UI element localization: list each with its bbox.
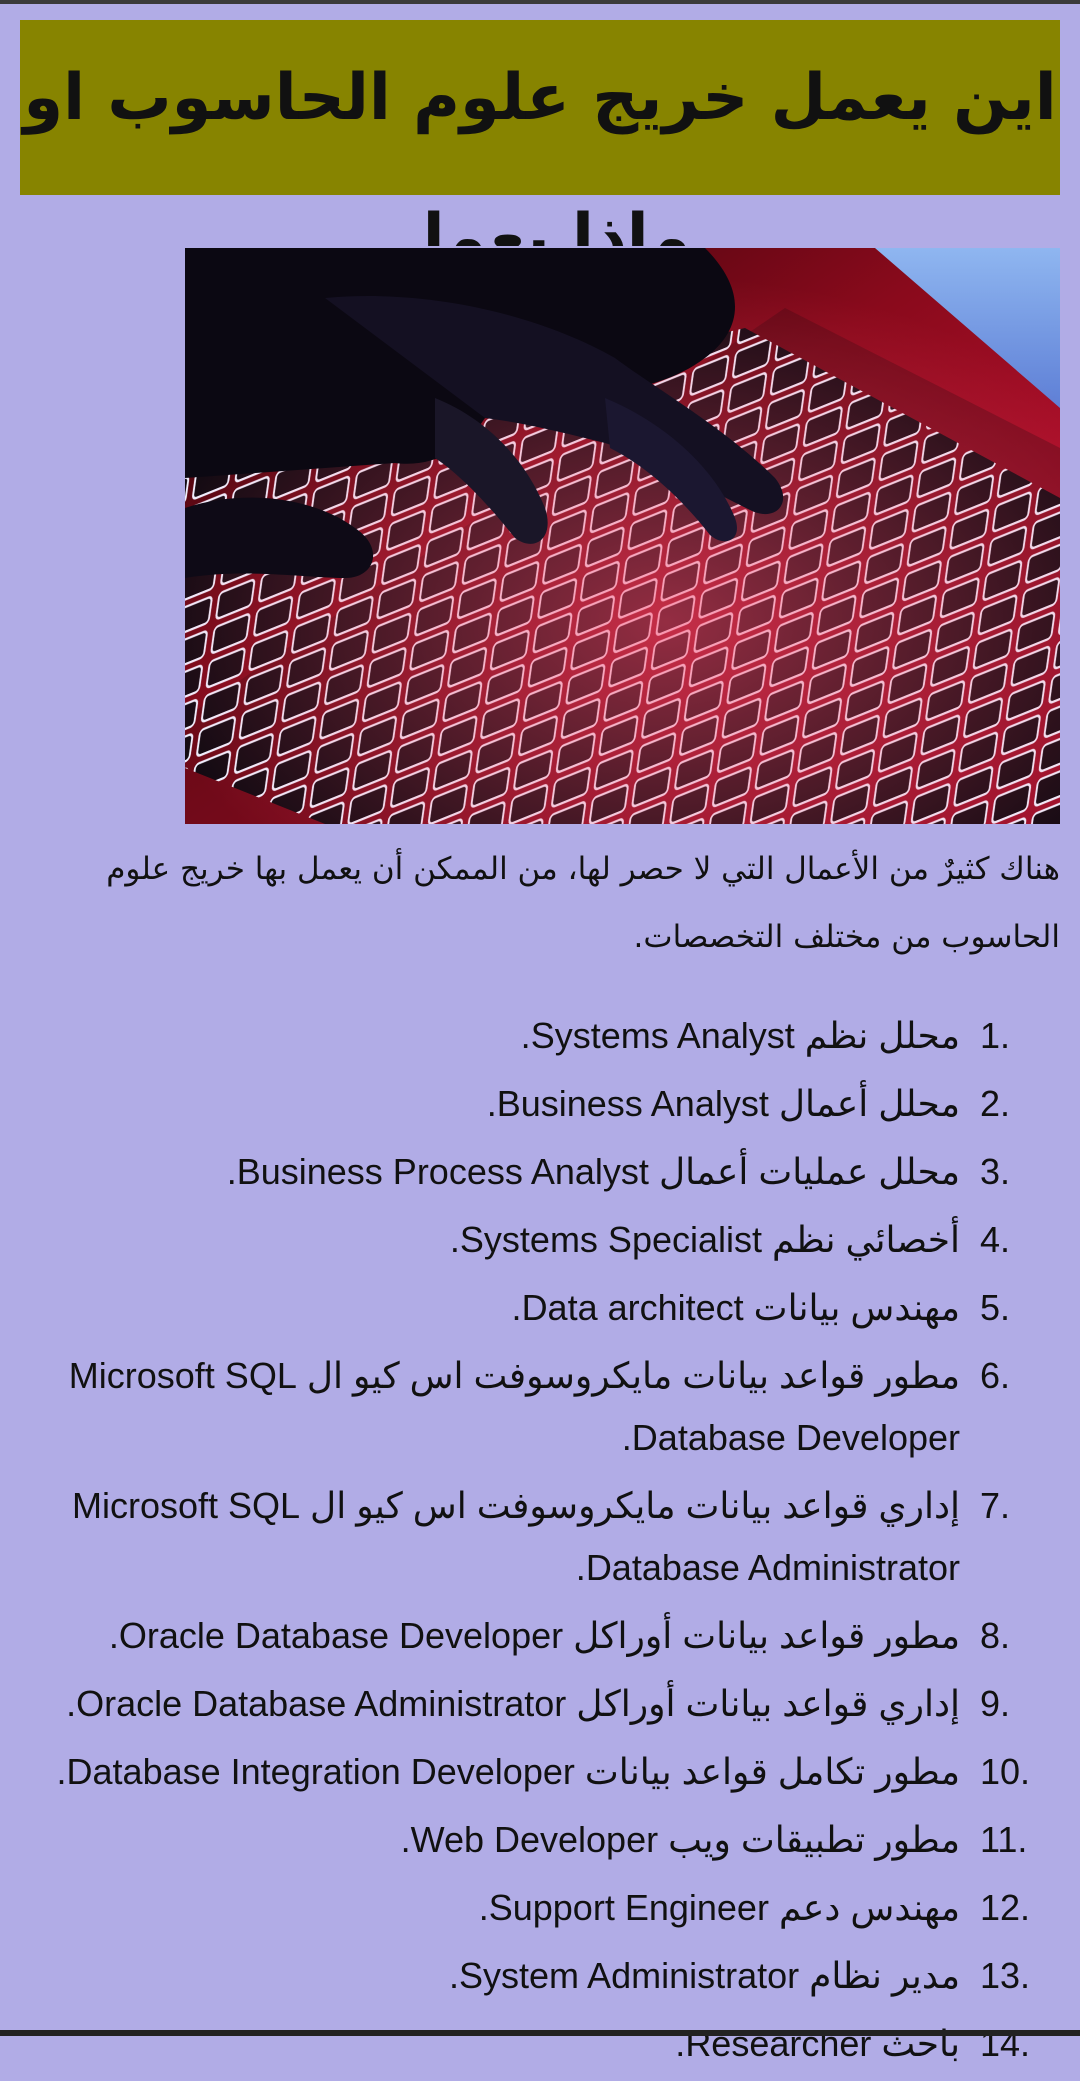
list-item-text: مطور قواعد بيانات أوراكل Oracle Database… [108, 1615, 960, 1656]
list-item-text: إداري قواعد بيانات مايكروسوفت اس كيو ال … [71, 1485, 960, 1588]
list-item: 14. باحث Researcher. [0, 2013, 1080, 2075]
list-item: 10. مطور تكامل قواعد بيانات Database Inte… [0, 1741, 1080, 1803]
list-item-text: باحث Researcher. [675, 2023, 960, 2064]
list-item-text: محلل أعمال Business Analyst. [486, 1083, 960, 1124]
list-item: 3. محلل عمليات أعمال Business Process Ana… [0, 1141, 1080, 1203]
list-item: 1. محلل نظم Systems Analyst. [0, 1005, 1080, 1067]
list-item: 6. مطور قواعد بيانات مايكروسوفت اس كيو ال… [0, 1345, 1080, 1469]
list-item-text: أخصائي نظم Systems Specialist. [449, 1219, 960, 1260]
list-item-text: مطور تطبيقات ويب Web Developer. [400, 1819, 960, 1860]
list-item: 12. مهندس دعم Support Engineer. [0, 1877, 1080, 1939]
hero-image [185, 248, 1060, 824]
list-item-text: مهندس بيانات Data architect. [511, 1287, 960, 1328]
list-item: 9. إداري قواعد بيانات أوراكل Oracle Datab… [0, 1673, 1080, 1735]
list-item-number: 2. [980, 1083, 1011, 1124]
list-item-text: إداري قواعد بيانات أوراكل Oracle Databas… [66, 1683, 960, 1724]
keyboard-photo-icon [185, 248, 1060, 824]
top-status-strip [0, 0, 1080, 4]
list-item-number: 1. [980, 1015, 1011, 1056]
list-item-text: محلل عمليات أعمال Business Process Analy… [226, 1151, 960, 1192]
list-item-number: 5. [980, 1287, 1011, 1328]
list-item: 5. مهندس بيانات Data architect. [0, 1277, 1080, 1339]
list-item-number: 14. [980, 2023, 1031, 2064]
list-item-number: 6. [980, 1355, 1011, 1396]
jobs-list: 1. محلل نظم Systems Analyst. 2. محلل أعمال… [0, 1005, 1080, 2081]
list-item-number: 3. [980, 1151, 1011, 1192]
list-item-text: مطور قواعد بيانات مايكروسوفت اس كيو ال M… [68, 1355, 960, 1458]
list-item-text: مطور تكامل قواعد بيانات Database Integra… [56, 1751, 960, 1792]
page-title: اين يعمل خريج علوم الحاسوب او ماذا يعمل [23, 61, 1057, 246]
list-item-number: 8. [980, 1615, 1011, 1656]
list-item: 7. إداري قواعد بيانات مايكروسوفت اس كيو ا… [0, 1475, 1080, 1599]
list-item-number: 11. [980, 1819, 1028, 1860]
bottom-edge-strip [0, 2030, 1080, 2036]
list-item-number: 13. [980, 1955, 1031, 1996]
list-item-number: 9. [980, 1683, 1011, 1724]
list-item: 13. مدير نظام System Administrator. [0, 1945, 1080, 2007]
list-item-text: محلل نظم Systems Analyst. [520, 1015, 960, 1056]
list-item: 8. مطور قواعد بيانات أوراكل Oracle Databa… [0, 1605, 1080, 1667]
list-item: 11. مطور تطبيقات ويب Web Developer. [0, 1809, 1080, 1871]
list-item-text: مهندس دعم Support Engineer. [478, 1887, 960, 1928]
list-item: 4. أخصائي نظم Systems Specialist. [0, 1209, 1080, 1271]
list-item-number: 10. [980, 1751, 1031, 1792]
intro-paragraph: هناك كثيرٌ من الأعمال التي لا حصر لها، م… [106, 851, 1060, 955]
list-item-number: 7. [980, 1485, 1011, 1526]
title-clip: اين يعمل خريج علوم الحاسوب او ماذا يعمل [0, 0, 1080, 246]
list-item: 2. محلل أعمال Business Analyst. [0, 1073, 1080, 1135]
title-banner [20, 20, 1060, 195]
list-item-number: 4. [980, 1219, 1011, 1260]
list-item-number: 12. [980, 1887, 1031, 1928]
list-item-text: مدير نظام System Administrator. [449, 1955, 960, 1996]
